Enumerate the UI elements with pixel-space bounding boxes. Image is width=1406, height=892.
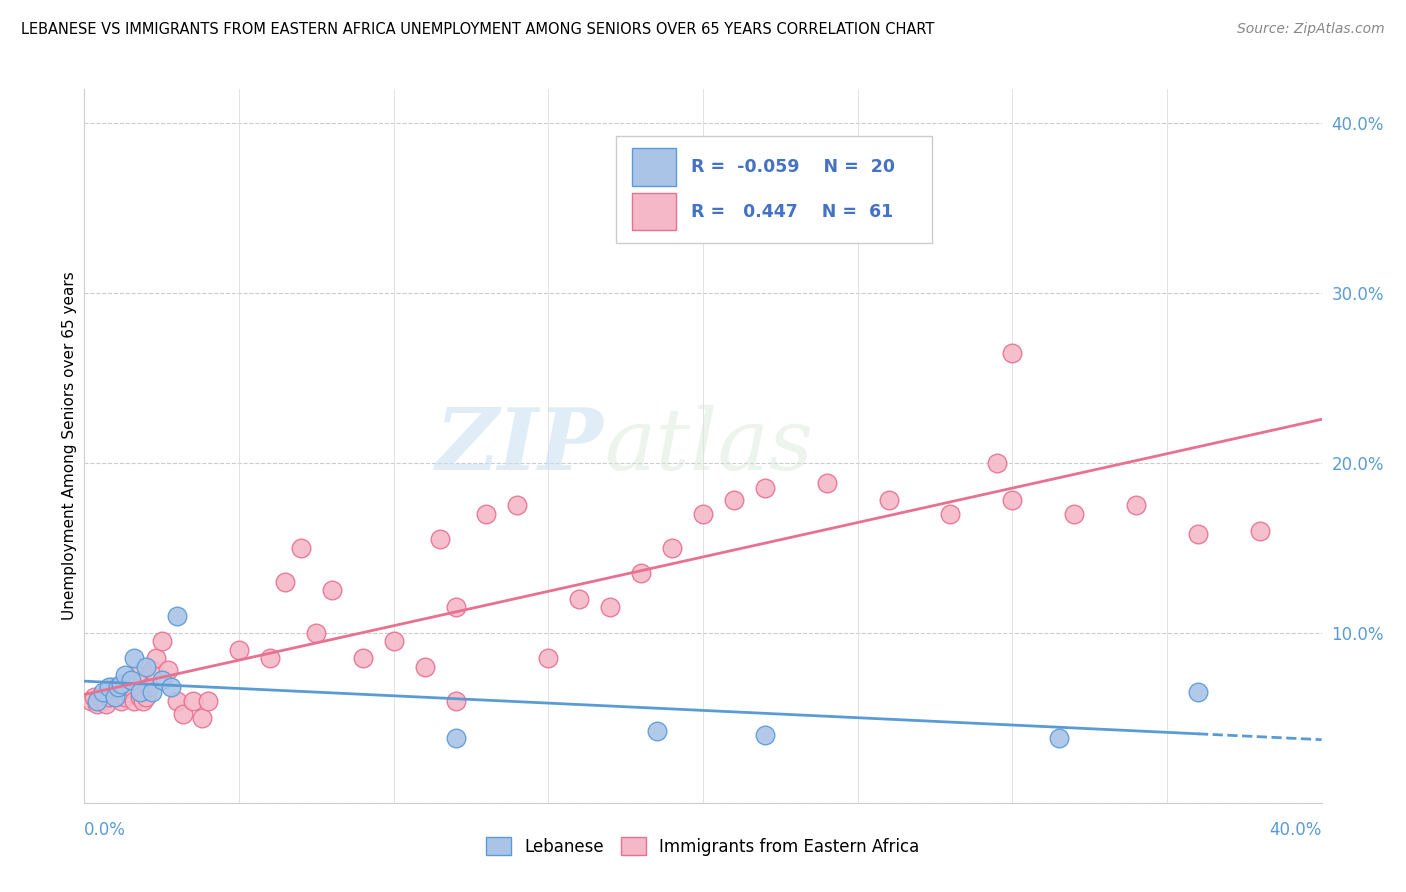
Point — [89, 690, 111, 705]
Point — [172, 707, 194, 722]
Point — [290, 541, 312, 555]
Point — [444, 600, 467, 615]
Point — [506, 499, 529, 513]
Point — [114, 690, 136, 705]
Point — [754, 482, 776, 496]
Point — [305, 626, 328, 640]
Point — [274, 574, 297, 589]
Point — [986, 456, 1008, 470]
Point — [129, 690, 152, 705]
Point — [661, 541, 683, 555]
Point — [166, 694, 188, 708]
Point — [475, 507, 498, 521]
Point — [191, 711, 214, 725]
Point — [135, 690, 157, 705]
Point — [83, 690, 105, 705]
Point — [599, 600, 621, 615]
Point — [156, 663, 179, 677]
Point — [91, 685, 114, 699]
Point — [1249, 524, 1271, 538]
Point — [228, 643, 250, 657]
Y-axis label: Unemployment Among Seniors over 65 years: Unemployment Among Seniors over 65 years — [62, 272, 77, 620]
Point — [79, 694, 101, 708]
Point — [429, 533, 451, 547]
Point — [104, 690, 127, 705]
Point — [141, 685, 163, 699]
Point — [160, 680, 183, 694]
Point — [1125, 499, 1147, 513]
Point — [135, 660, 157, 674]
Point — [1187, 685, 1209, 699]
Point — [98, 680, 121, 694]
Point — [568, 591, 591, 606]
Text: 40.0%: 40.0% — [1270, 821, 1322, 838]
Point — [110, 694, 132, 708]
Text: Source: ZipAtlas.com: Source: ZipAtlas.com — [1237, 22, 1385, 37]
Point — [117, 685, 139, 699]
Point — [104, 685, 127, 699]
Text: ZIP: ZIP — [436, 404, 605, 488]
Point — [150, 634, 173, 648]
Point — [101, 680, 124, 694]
Point — [444, 731, 467, 746]
FancyBboxPatch shape — [633, 148, 676, 186]
Point — [1063, 507, 1085, 521]
Point — [1047, 731, 1070, 746]
Text: R =  -0.059    N =  20: R = -0.059 N = 20 — [690, 158, 894, 176]
Point — [352, 651, 374, 665]
Point — [692, 507, 714, 521]
Point — [91, 694, 114, 708]
Point — [197, 694, 219, 708]
Legend: Lebanese, Immigrants from Eastern Africa: Lebanese, Immigrants from Eastern Africa — [479, 830, 927, 863]
Point — [120, 673, 142, 688]
Point — [122, 694, 145, 708]
Point — [110, 677, 132, 691]
Point — [125, 668, 148, 682]
Point — [1001, 493, 1024, 508]
Point — [107, 680, 129, 694]
Text: R =   0.447    N =  61: R = 0.447 N = 61 — [690, 203, 893, 221]
Point — [630, 566, 652, 581]
Point — [815, 476, 838, 491]
Point — [259, 651, 281, 665]
Point — [138, 680, 160, 694]
Point — [120, 680, 142, 694]
Point — [86, 694, 108, 708]
Point — [181, 694, 204, 708]
Point — [939, 507, 962, 521]
Point — [1001, 345, 1024, 359]
Point — [645, 724, 668, 739]
Point — [98, 690, 121, 705]
FancyBboxPatch shape — [633, 194, 676, 230]
Text: LEBANESE VS IMMIGRANTS FROM EASTERN AFRICA UNEMPLOYMENT AMONG SENIORS OVER 65 YE: LEBANESE VS IMMIGRANTS FROM EASTERN AFRI… — [21, 22, 935, 37]
Point — [1187, 527, 1209, 541]
Point — [723, 493, 745, 508]
Point — [444, 694, 467, 708]
Text: 0.0%: 0.0% — [84, 821, 127, 838]
Point — [114, 668, 136, 682]
Point — [413, 660, 436, 674]
Point — [754, 728, 776, 742]
Point — [321, 583, 343, 598]
Point — [94, 698, 117, 712]
FancyBboxPatch shape — [616, 136, 932, 243]
Point — [150, 673, 173, 688]
Point — [382, 634, 405, 648]
Point — [132, 694, 155, 708]
Point — [107, 690, 129, 705]
Point — [145, 651, 167, 665]
Point — [141, 663, 163, 677]
Point — [129, 685, 152, 699]
Point — [122, 651, 145, 665]
Point — [877, 493, 900, 508]
Point — [86, 698, 108, 712]
Point — [537, 651, 560, 665]
Point — [166, 608, 188, 623]
Text: atlas: atlas — [605, 405, 813, 487]
